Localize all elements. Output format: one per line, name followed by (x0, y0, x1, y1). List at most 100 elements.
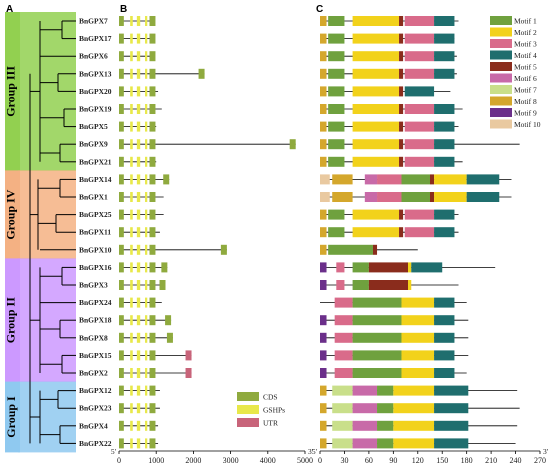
exon-block (165, 315, 172, 326)
exon-block (136, 297, 141, 308)
exon-block (130, 33, 133, 44)
group-band-4 (18, 381, 76, 453)
exon-block (136, 403, 141, 414)
motif-legend-label: Motif 5 (514, 63, 537, 72)
motif-block (320, 227, 327, 238)
exon-block (145, 86, 148, 97)
motif-block (320, 139, 327, 150)
motif-block (434, 350, 455, 361)
motif-tick-label: 30 (340, 456, 348, 465)
exon-block (145, 332, 148, 343)
motif-block (404, 104, 435, 114)
exon-block (130, 315, 133, 326)
motif-block (404, 139, 435, 150)
gene-label: BnGPX12 (79, 386, 112, 395)
motif-start-label: 5' (312, 447, 318, 456)
gene-label: BnGPX20 (79, 87, 112, 96)
motif-block (434, 227, 455, 238)
exon-block (130, 192, 133, 202)
motif-block (320, 104, 327, 114)
motif-block (404, 68, 435, 79)
motif-block (352, 350, 402, 361)
exon-block (145, 68, 148, 79)
motif-end-label: 3' (543, 447, 549, 456)
exon-block (145, 280, 148, 290)
motif-block (404, 121, 435, 132)
exon-block (149, 368, 156, 378)
motif-block (328, 209, 345, 220)
exon-block (136, 139, 141, 150)
phylogenetic-tree (29, 20, 76, 444)
exon-block (289, 139, 296, 150)
motif-block (434, 174, 467, 185)
gene-label: BnGPX16 (79, 263, 112, 272)
exon-block (136, 156, 141, 167)
motif-legend-label: Motif 9 (514, 109, 537, 118)
exon-block (198, 68, 205, 79)
exon-block (130, 227, 133, 238)
gene-label: BnGPX23 (79, 404, 112, 413)
exon-block (149, 16, 156, 26)
motif-block (430, 192, 435, 202)
motif-block (328, 33, 345, 44)
motif-block (466, 192, 500, 202)
motif-legend-label: Motif 2 (514, 28, 537, 37)
exon-block (119, 244, 124, 255)
motif-block (368, 280, 408, 290)
motif-block (401, 332, 435, 343)
motif-block (404, 86, 435, 97)
motif-block (399, 121, 404, 132)
motif-legend-swatch (490, 85, 512, 94)
motif-block (328, 139, 345, 150)
motif-block (352, 104, 400, 114)
exon-block (119, 350, 124, 361)
motif-block (352, 315, 402, 326)
group-label-4: Group I (4, 396, 18, 438)
exon-block (149, 209, 156, 220)
motif-legend-label: Motif 10 (514, 120, 541, 129)
motif-block (328, 16, 345, 26)
motif-block (332, 438, 353, 449)
motif-block (352, 385, 378, 396)
exon-block (130, 368, 133, 378)
motif-block (352, 33, 400, 44)
motif-block (320, 280, 327, 290)
motif-legend-swatch (490, 62, 512, 71)
exon-block (136, 16, 141, 26)
motif-block (401, 192, 430, 202)
structure-axis: 0 1000 2000 3000 4000 5000 5' 3' (111, 447, 314, 465)
exon-block (220, 244, 227, 255)
motif-block (434, 403, 469, 414)
motif-legend-label: Motif 7 (514, 86, 537, 95)
panel-letter-c: C (316, 4, 323, 15)
exon-block (145, 209, 148, 220)
group-strip-4 (5, 381, 20, 453)
motif-block (332, 192, 353, 202)
motif-legend: Motif 1 Motif 2 Motif 3 Motif 4 Motif 5 Motif… (490, 16, 541, 129)
motif-block (328, 121, 345, 132)
exon-block (149, 262, 156, 273)
gene-label: BnGPX8 (79, 333, 108, 342)
structure-tick-label: 0 (117, 456, 121, 465)
motif-block (377, 403, 394, 414)
exon-block (163, 174, 170, 185)
motif-legend-swatch (490, 50, 512, 60)
motif-legend-label: Motif 8 (514, 97, 537, 106)
motif-block (320, 315, 327, 326)
gene-label: BnGPX2 (79, 369, 108, 378)
motif-block (399, 16, 404, 26)
exon-block (130, 403, 133, 414)
structure-end-label: 3' (308, 447, 314, 456)
panel-letter-a: A (6, 4, 13, 15)
gene-label: BnGPX7 (79, 17, 108, 26)
structure-legend-swatch (237, 405, 259, 414)
motif-block (434, 332, 455, 343)
motif-block (434, 156, 455, 167)
gene-structure-panel (119, 16, 296, 449)
exon-block (119, 156, 124, 167)
motif-legend-swatch (490, 16, 512, 25)
exon-block (149, 86, 156, 97)
structure-legend-label: CDS (263, 393, 278, 402)
motif-block (320, 209, 327, 220)
motif-block (320, 332, 327, 343)
